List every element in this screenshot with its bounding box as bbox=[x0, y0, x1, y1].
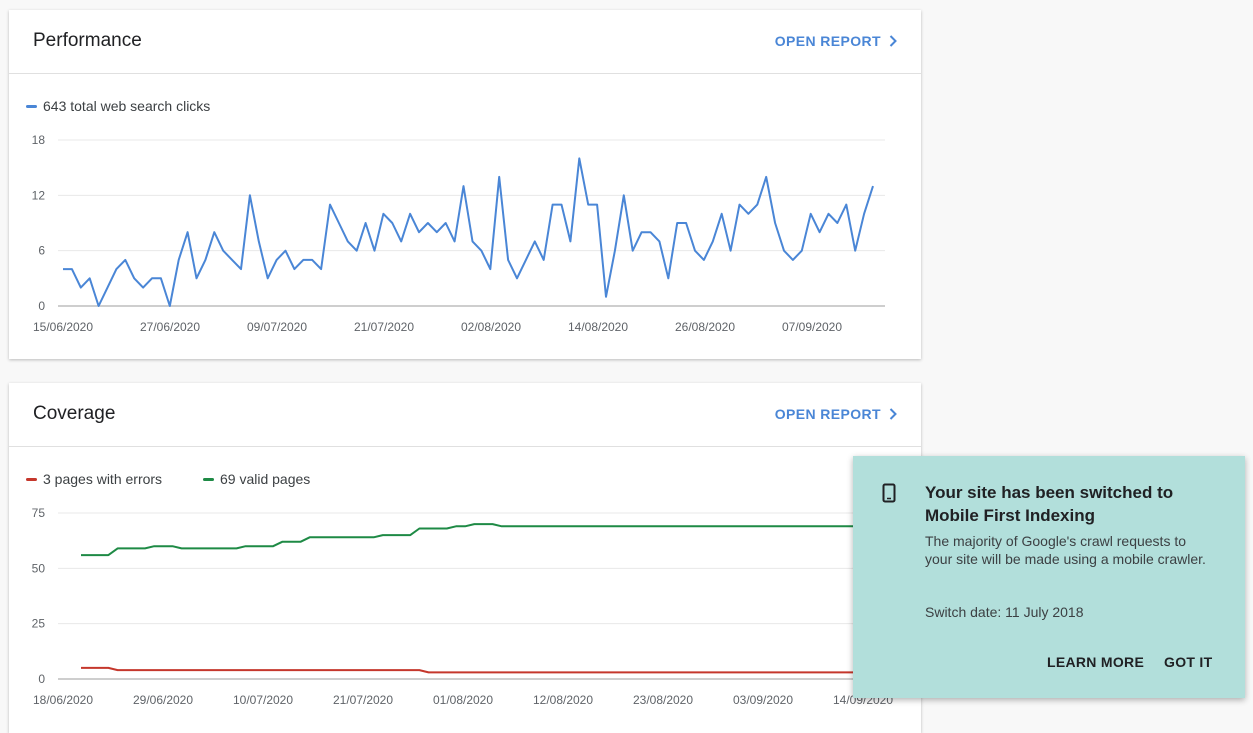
clicks-legend-swatch bbox=[26, 104, 37, 108]
y-tick-label: 50 bbox=[32, 561, 46, 575]
coverage-header: Coverage OPEN REPORT bbox=[9, 383, 921, 447]
series-line-643-total-web-search-clicks bbox=[63, 157, 874, 307]
mobile-first-indexing-toast: Your site has been switched to Mobile Fi… bbox=[853, 456, 1245, 698]
performance-legend: 643 total web search clicks bbox=[26, 98, 210, 114]
x-tick-label: 23/08/2020 bbox=[633, 693, 693, 707]
performance-open-report-button[interactable]: OPEN REPORT bbox=[775, 33, 897, 49]
errors-legend-label: 3 pages with errors bbox=[43, 471, 163, 487]
x-tick-label: 27/06/2020 bbox=[140, 320, 200, 334]
x-tick-label: 03/09/2020 bbox=[733, 693, 793, 707]
x-tick-label: 21/07/2020 bbox=[333, 693, 393, 707]
chevron-right-icon bbox=[889, 408, 897, 420]
got-it-button[interactable]: GOT IT bbox=[1164, 654, 1213, 670]
performance-title: Performance bbox=[33, 30, 142, 51]
x-tick-label: 02/08/2020 bbox=[461, 320, 521, 334]
performance-card: Performance OPEN REPORT 643 total web se… bbox=[9, 10, 921, 359]
x-tick-label: 09/07/2020 bbox=[247, 320, 307, 334]
performance-chart: 0 6 12 18 15/06/2020 27/06/2020 09/07/2020 21/0… bbox=[32, 133, 885, 334]
coverage-card: Coverage OPEN REPORT 3 pages with errors… bbox=[9, 383, 921, 733]
clicks-legend-label: 643 total web search clicks bbox=[43, 98, 211, 114]
y-tick-label: 6 bbox=[38, 244, 45, 258]
coverage-title: Coverage bbox=[33, 403, 116, 424]
toast-title: Your site has been switched to Mobile Fi… bbox=[925, 483, 1174, 525]
errors-legend: 3 pages with errors bbox=[26, 471, 162, 487]
y-tick-label: 25 bbox=[32, 617, 46, 631]
x-tick-label: 01/08/2020 bbox=[433, 693, 493, 707]
x-tick-label: 26/08/2020 bbox=[675, 320, 735, 334]
series-line-69-valid-pages bbox=[81, 523, 895, 557]
y-tick-label: 0 bbox=[38, 299, 45, 313]
performance-open-report-label: OPEN REPORT bbox=[774, 33, 881, 49]
coverage-chart: 0 25 50 75 18/06/2020 29/06/2020 10/07/2020 21/… bbox=[32, 506, 895, 707]
toast-switch-date: Switch date: 11 July 2018 bbox=[925, 604, 1084, 620]
x-tick-label: 29/06/2020 bbox=[133, 693, 193, 707]
y-tick-label: 18 bbox=[32, 133, 46, 147]
chevron-right-icon bbox=[889, 35, 897, 47]
learn-more-button[interactable]: LEARN MORE bbox=[1047, 654, 1145, 670]
x-tick-label: 14/08/2020 bbox=[568, 320, 628, 334]
performance-header: Performance OPEN REPORT bbox=[9, 10, 921, 74]
valid-legend-label: 69 valid pages bbox=[220, 471, 311, 487]
valid-legend-swatch bbox=[203, 477, 214, 481]
errors-legend-swatch bbox=[26, 477, 37, 481]
toast-body: The majority of Google's crawl requests … bbox=[925, 533, 1206, 567]
coverage-open-report-button[interactable]: OPEN REPORT bbox=[775, 406, 897, 422]
y-tick-label: 12 bbox=[32, 188, 46, 202]
x-tick-label: 21/07/2020 bbox=[354, 320, 414, 334]
coverage-open-report-label: OPEN REPORT bbox=[774, 406, 881, 422]
x-tick-label: 12/08/2020 bbox=[533, 693, 593, 707]
valid-legend: 69 valid pages bbox=[203, 471, 310, 487]
x-tick-label: 18/06/2020 bbox=[33, 693, 93, 707]
x-tick-label: 07/09/2020 bbox=[782, 320, 842, 334]
x-tick-label: 10/07/2020 bbox=[233, 693, 293, 707]
series-line-3-pages-with-errors bbox=[81, 666, 895, 674]
smartphone-icon bbox=[882, 483, 896, 503]
y-tick-label: 75 bbox=[32, 506, 46, 520]
x-tick-label: 15/06/2020 bbox=[33, 320, 93, 334]
y-tick-label: 0 bbox=[38, 672, 45, 686]
